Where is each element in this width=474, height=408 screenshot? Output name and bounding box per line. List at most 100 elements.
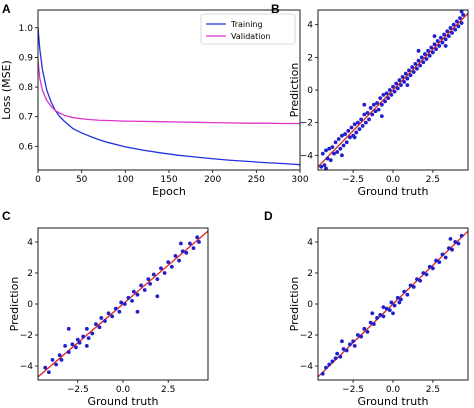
scatter-point [397,300,402,305]
identity-line [318,230,468,378]
panel-c: C −2.5 0.0 2.5 −4 −2 0 2 4 Ground truth Predictio… [2,209,209,408]
scatter-point [355,120,360,125]
scatter-point [139,283,143,288]
scatter-point [332,151,336,156]
scatter-point [430,50,435,55]
scatter-point [63,343,68,348]
scatter-point [322,163,327,168]
scatter-point [343,132,348,136]
scatter-point [340,153,344,158]
plot-content [38,27,300,166]
scatter-point [335,351,340,356]
scatter-point [97,325,102,330]
scatter-point [437,44,442,48]
panel-b: B −2.5 0.0 2.5 −4 −2 0 2 4 Ground truth Predictio… [271,2,469,198]
scatter-point [375,101,379,105]
scatter-point [432,42,437,47]
scatter-point [155,277,160,282]
scatter-point [421,271,426,275]
scatter-point [440,40,445,45]
scatter-point [454,19,459,24]
scatter-point [335,150,340,154]
scatter-point [384,306,389,311]
y-tick-label: −2 [20,331,33,341]
scatter-point [405,76,410,81]
scatter-point [359,334,363,339]
scatter-point [411,285,416,289]
x-axis-label: Epoch [152,185,186,198]
scatter-point [142,288,147,292]
scatter-point [378,312,383,317]
scatter-point [443,44,448,48]
scatter-point [367,117,371,122]
y-axis-label: Loss (MSE) [0,60,13,120]
x-tick-label: 100 [117,175,134,185]
scatter-point [54,362,58,367]
scatter-point [402,79,407,84]
scatter-point [148,281,153,286]
x-tick-label: 300 [291,175,308,185]
scatter-point [443,37,448,42]
scatter-point [368,320,373,325]
scatter-point [411,70,416,74]
scatter-point [438,35,443,40]
scatter-point [407,68,411,73]
scatter-point [427,53,432,58]
scatter-point [415,277,419,282]
scatter-point [405,83,410,87]
scatter-point [426,48,431,53]
scatter-point [408,283,413,288]
scatter-point [340,133,344,138]
series-line-training [38,27,300,166]
scatter-point [341,143,346,148]
scatter-point [184,250,189,255]
scatter-point [188,241,192,246]
legend-label-validation: Validation [231,32,271,41]
scatter-point [437,260,442,265]
scatter-point [110,314,115,319]
x-tick-label: 0 [35,175,41,185]
y-axis-label: Prediction [288,277,301,332]
scatter-point [459,233,464,238]
scatter-point [341,347,346,351]
scatter-point [424,272,429,277]
scatter-point [399,297,403,302]
scatter-point [442,32,446,37]
y-tick-label: 0 [27,300,33,310]
scatter-point [446,246,451,251]
scatter-point [169,264,174,269]
scatter-point [376,107,381,112]
x-tick-label: 2.5 [426,385,440,395]
plot-content [318,230,468,378]
panel-c-letter: C [2,209,11,223]
y-axis-label: Prediction [8,277,21,332]
scatter-point [178,241,183,246]
y-tick-label: −4 [300,362,314,372]
scatter-point [344,348,349,353]
scatter-point [416,58,421,63]
y-tick-label: 4 [27,238,33,248]
scatter-point [119,300,124,305]
y-tick-label: 2 [307,53,313,63]
scatter-point [346,128,351,133]
scatter-point [381,314,386,319]
scatter-point [363,120,368,125]
y-axis-label: Prediction [288,63,301,118]
x-tick-label: 0.0 [386,175,401,185]
scatter-point [459,21,464,25]
scatter-point [423,52,427,56]
scatter-point [352,343,357,348]
scatter-point [324,365,328,370]
scatter-point [59,357,64,362]
scatter-point [413,61,418,66]
y-tick-label: 1.0 [19,24,34,34]
scatter-point [70,342,75,347]
scatter-point [327,362,332,367]
scatter-point [434,47,438,52]
scatter-point [379,114,384,119]
scatter-point [365,330,370,334]
scatter-point [126,295,131,300]
scatter-point [320,371,325,376]
scatter-point [173,254,178,258]
